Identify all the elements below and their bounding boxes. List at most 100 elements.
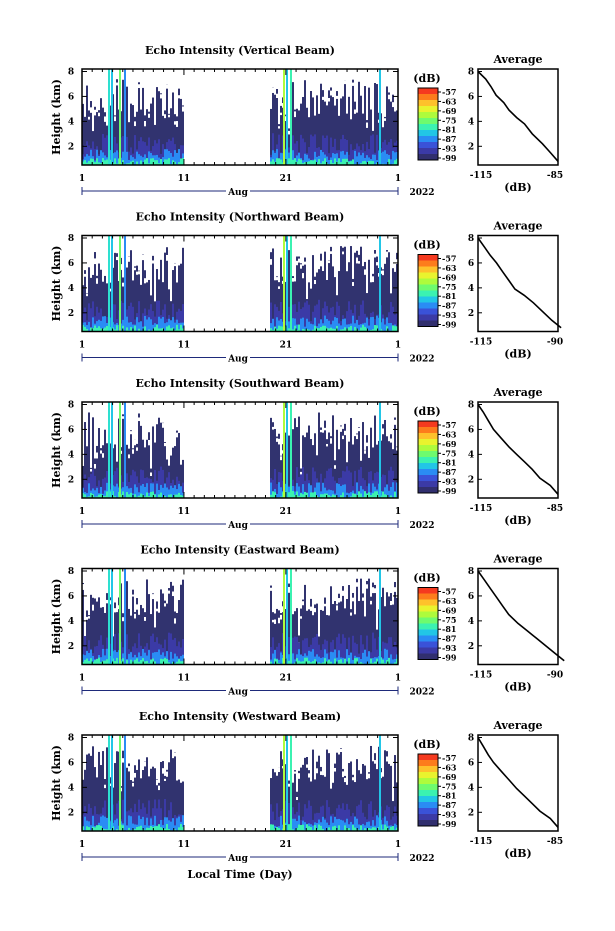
no-echo-cell [374,735,376,754]
no-echo-cell [292,69,294,83]
no-echo-cell [382,270,384,276]
echo-cell [356,644,358,665]
no-echo-cell [342,69,344,97]
echo-cell [376,815,378,831]
no-echo-cell [330,235,332,247]
echo-cell [126,151,128,165]
no-echo-cell [96,235,98,276]
echo-cell [130,475,132,498]
no-echo-cell [298,735,300,771]
echo-cell [170,494,172,498]
rain-streak [290,235,292,332]
echo-cell [394,314,396,332]
echo-cell [314,659,316,665]
echo-cell [366,635,368,665]
echo-cell [366,155,368,165]
echo-cell [138,799,140,831]
no-echo-cell [344,402,346,424]
echo-cell [304,302,306,332]
no-echo-cell [176,121,178,127]
year-label: 2022 [409,355,434,365]
echo-cell [102,648,104,665]
echo-cell [160,808,162,831]
echo-cell [302,640,304,665]
profile-x-label: (dB) [504,181,531,194]
no-echo-cell [298,69,300,111]
echo-cell [114,660,116,665]
no-echo-cell [362,235,364,267]
colorbar-swatch [418,421,438,428]
colorbar-swatch [418,796,438,803]
no-echo-cell [310,402,312,439]
x-tick-label: 11 [178,341,191,351]
no-echo-cell [376,235,378,257]
no-echo-cell [94,402,96,459]
panel-title: Echo Intensity (Northward Beam) [136,211,345,224]
no-echo-cell [136,235,138,266]
echo-cell [304,329,306,332]
echo-cell [270,647,272,665]
echo-cell [100,816,102,831]
echo-cell [134,829,136,831]
echo-cell [296,827,298,831]
no-echo-cell [350,568,352,610]
echo-cell [336,301,338,332]
echo-cell [272,811,274,831]
echo-cell [370,658,372,665]
echo-cell [126,316,128,332]
echo-cell [96,306,98,332]
no-echo-cell [94,568,96,599]
echo-cell [148,478,150,498]
echo-cell [172,160,174,165]
no-echo-cell [332,235,334,267]
echo-cell [354,827,356,831]
echo-cell [144,326,146,332]
no-echo-cell [306,735,308,758]
echo-cell [98,825,100,831]
echo-cell [136,151,138,165]
echo-cell [346,818,348,831]
no-echo-cell [340,748,342,753]
echo-cell [390,138,392,165]
echo-cell [128,151,130,165]
month-label: Aug [227,355,249,365]
echo-cell [144,652,146,665]
echo-cell [316,812,318,831]
echo-cell [130,161,132,165]
no-echo-cell [386,568,388,593]
no-echo-cell [310,568,312,599]
echo-cell [336,637,338,665]
no-echo-cell [102,402,104,446]
echo-cell [270,328,272,332]
y-tick-label: 8 [68,567,74,577]
echo-cell [296,467,298,498]
profile-x-tick-label: -85 [547,837,563,847]
no-echo-cell [126,568,128,582]
echo-cell [86,493,88,498]
no-echo-cell [322,402,324,433]
heatmap [82,235,398,332]
echo-cell [292,818,294,831]
rain-streak [290,568,292,665]
echo-cell [272,159,274,165]
echo-cell [280,326,282,332]
echo-cell [370,825,372,831]
echo-cell [88,803,90,831]
no-echo-cell [142,402,144,440]
no-echo-cell [294,235,296,282]
no-echo-cell [276,235,278,277]
no-echo-cell [116,82,118,86]
echo-cell [278,482,280,498]
colorbar-tick-label: -99 [442,653,457,663]
profile-y-tick-label: 6 [468,758,474,768]
colorbar-swatch [418,88,438,95]
echo-cell [94,806,96,831]
echo-cell [342,634,344,665]
echo-cell [314,825,316,831]
echo-cell [270,494,272,498]
no-echo-cell [344,235,346,247]
no-echo-cell [116,256,118,261]
no-echo-cell [122,235,124,278]
echo-cell [140,493,142,498]
no-echo-cell [318,235,320,270]
